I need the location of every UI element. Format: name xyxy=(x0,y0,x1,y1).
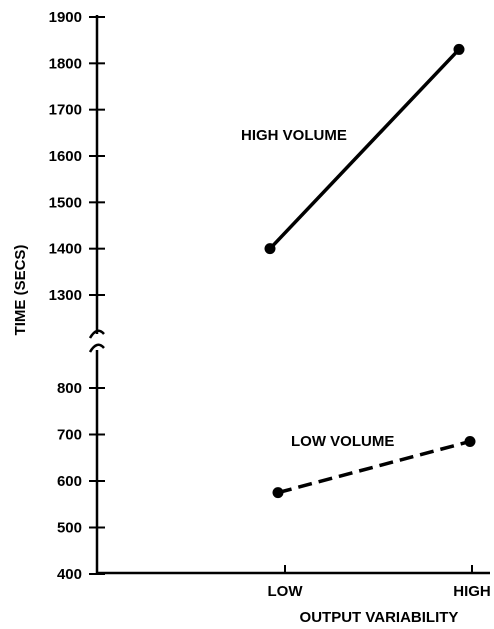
y-tick-label: 1600 xyxy=(49,148,82,165)
data-point xyxy=(264,243,276,255)
data-point xyxy=(453,43,465,55)
y-tick-label: 700 xyxy=(57,427,82,444)
y-tick-label: 1500 xyxy=(49,194,82,211)
series-labels: HIGH VOLUME LOW VOLUME xyxy=(241,127,394,450)
series-line xyxy=(268,48,461,250)
x-tick-label: LOW xyxy=(268,583,304,600)
y-tick-label: 400 xyxy=(57,566,82,583)
data-point xyxy=(272,487,284,499)
y-axis-title: TIME (SECS) xyxy=(12,245,29,336)
y-axis-break-upper xyxy=(88,329,105,339)
data-point xyxy=(464,435,476,447)
series-line xyxy=(277,439,471,495)
y-tick-label: 1400 xyxy=(49,241,82,258)
y-tick-label: 800 xyxy=(57,380,82,397)
y-ticks: 1300 1400 1500 1600 1700 1800 1900 400 500 600 700… xyxy=(49,9,105,583)
x-axis-title: OUTPUT VARIABILITY xyxy=(300,609,459,626)
y-axis-break-lower xyxy=(88,343,105,353)
series-label: LOW VOLUME xyxy=(291,433,394,450)
y-tick-label: 1300 xyxy=(49,287,82,304)
y-tick-label: 500 xyxy=(57,520,82,537)
x-ticks: LOW HIGH xyxy=(268,565,491,600)
series-group xyxy=(264,43,476,499)
y-tick-label: 1900 xyxy=(49,9,82,26)
y-tick-label: 1700 xyxy=(49,102,82,119)
y-tick-label: 600 xyxy=(57,473,82,490)
y-tick-label: 1800 xyxy=(49,55,82,72)
x-tick-label: HIGH xyxy=(453,583,491,600)
series-label: HIGH VOLUME xyxy=(241,127,347,144)
